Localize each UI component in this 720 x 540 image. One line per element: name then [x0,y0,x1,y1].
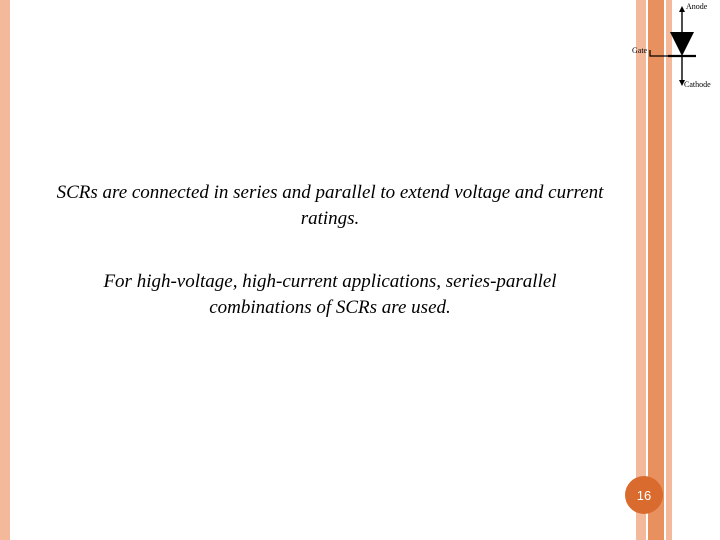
paragraph-1: SCRs are connected in series and paralle… [50,180,610,231]
scr-anode-label: Anode [686,2,707,11]
paragraph-2: For high-voltage, high-current applicati… [50,269,610,320]
slide-body: SCRs are connected in series and paralle… [50,180,610,359]
page-number: 16 [637,488,651,503]
scr-gate-label: Gate [632,46,647,55]
scr-cathode-label: Cathode [684,80,711,89]
page-number-badge: 16 [625,476,663,514]
scr-symbol-diagram: Anode Gate Cathode [636,2,708,92]
accent-stripe-left [0,0,10,540]
